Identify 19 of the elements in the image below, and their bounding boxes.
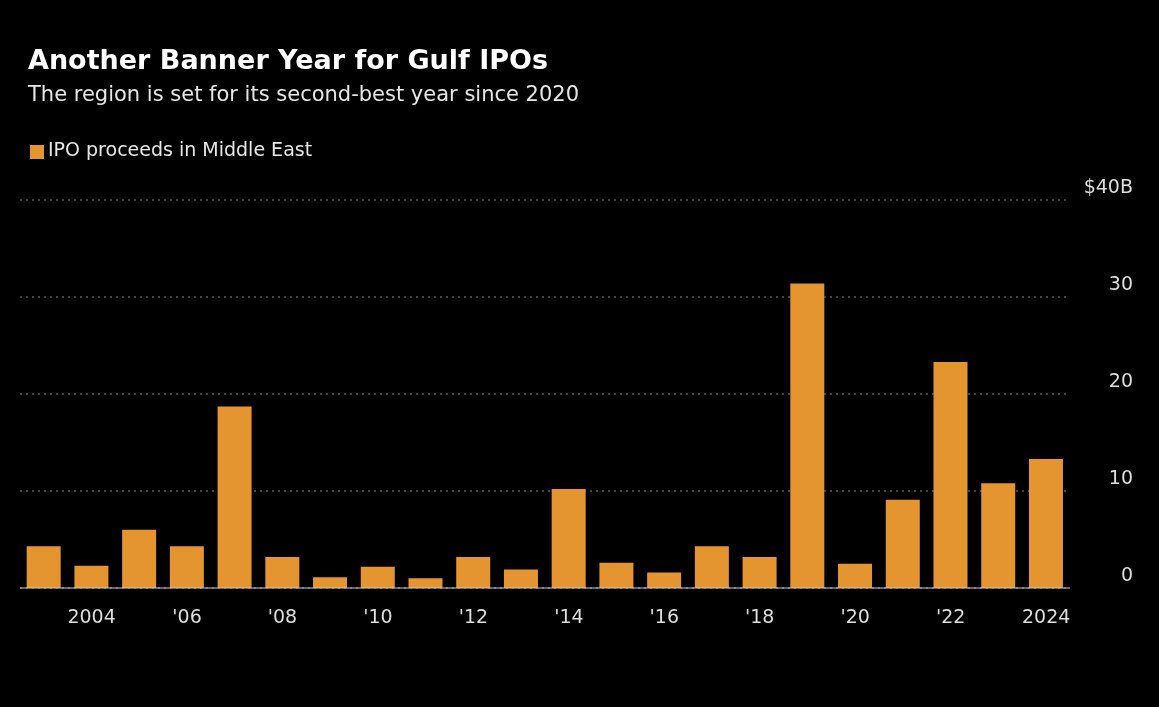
legend-label: IPO proceeds in Middle East [48, 138, 313, 160]
x-tick-label: '14 [554, 605, 584, 628]
y-tick-label: 10 [1108, 465, 1133, 488]
x-tick-label: '18 [745, 605, 775, 628]
x-tick-label: 2004 [67, 605, 116, 628]
y-tick-label: 0 [1120, 562, 1133, 585]
x-tick-label: '16 [649, 605, 680, 628]
y-tick-label: 30 [1108, 271, 1133, 294]
x-tick-label: '10 [363, 605, 393, 628]
x-tick-label: '12 [458, 605, 489, 628]
x-tick-label: '20 [840, 605, 870, 628]
chart-title: Another Banner Year for Gulf IPOs [28, 44, 549, 75]
x-tick-label: 2024 [1021, 605, 1071, 628]
y-tick-label: $40B [1083, 174, 1133, 197]
x-tick-label: '06 [172, 605, 202, 628]
chart-subtitle: The region is set for its second-best year since 2020 [28, 82, 580, 106]
y-tick-label: 20 [1108, 368, 1133, 391]
x-tick-label: '08 [267, 605, 298, 628]
x-tick-label: '22 [935, 605, 966, 628]
